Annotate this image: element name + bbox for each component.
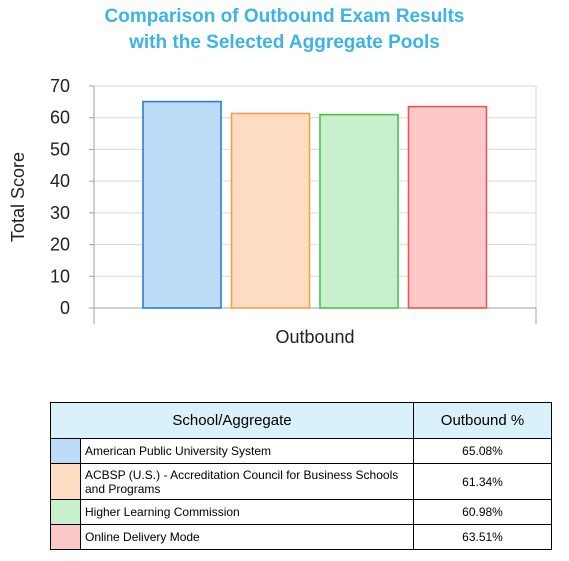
chart-title: Comparison of Outbound Exam Results with… xyxy=(0,4,569,56)
outbound-value: 65.08% xyxy=(413,438,552,464)
y-tick-label: 0 xyxy=(60,298,70,318)
school-name: Online Delivery Mode xyxy=(80,524,414,550)
table-row: ACBSP (U.S.) - Accreditation Council for… xyxy=(50,463,552,500)
table-row: American Public University System 65.08% xyxy=(50,438,552,464)
x-category-label: Outbound xyxy=(275,327,354,347)
school-name: Higher Learning Commission xyxy=(80,499,414,525)
chart-title-line-2: with the Selected Aggregate Pools xyxy=(129,32,440,53)
axis-labels: 0 10 20 30 40 50 60 70 Outbound Total Score xyxy=(8,76,355,347)
y-tick-label: 60 xyxy=(50,108,70,128)
legend-swatch xyxy=(50,499,81,525)
outbound-value: 61.34% xyxy=(413,463,552,500)
y-tick-label: 30 xyxy=(50,203,70,223)
bar xyxy=(407,105,488,309)
header-outbound: Outbound % xyxy=(413,402,552,439)
bar xyxy=(319,113,399,309)
table-header-row: School/Aggregate Outbound % xyxy=(50,402,552,439)
bar-chart: 0 10 20 30 40 50 60 70 Outbound Total Score xyxy=(8,76,537,347)
school-name: American Public University System xyxy=(80,438,414,464)
outbound-value: 63.51% xyxy=(413,524,552,550)
chart-title-line-1: Comparison of Outbound Exam Results xyxy=(104,6,465,27)
bar xyxy=(142,100,222,309)
table-row: Online Delivery Mode 63.51% xyxy=(50,524,552,550)
results-table: School/Aggregate Outbound % American Pub… xyxy=(50,402,552,550)
bar xyxy=(230,112,311,309)
school-name: ACBSP (U.S.) - Accreditation Council for… xyxy=(80,463,414,500)
y-tick-label: 40 xyxy=(50,171,70,191)
table-row: Higher Learning Commission 60.98% xyxy=(50,499,552,525)
y-tick-label: 50 xyxy=(50,139,70,159)
y-tick-label: 70 xyxy=(50,76,70,96)
bars xyxy=(142,100,488,309)
legend-swatch xyxy=(50,438,81,464)
outbound-value: 60.98% xyxy=(413,499,552,525)
legend-swatch xyxy=(50,463,81,500)
legend-swatch xyxy=(50,524,81,550)
y-tick-label: 10 xyxy=(50,266,70,286)
y-tick-label: 20 xyxy=(50,235,70,255)
header-school: School/Aggregate xyxy=(50,402,414,439)
y-axis-label: Total Score xyxy=(8,152,28,242)
